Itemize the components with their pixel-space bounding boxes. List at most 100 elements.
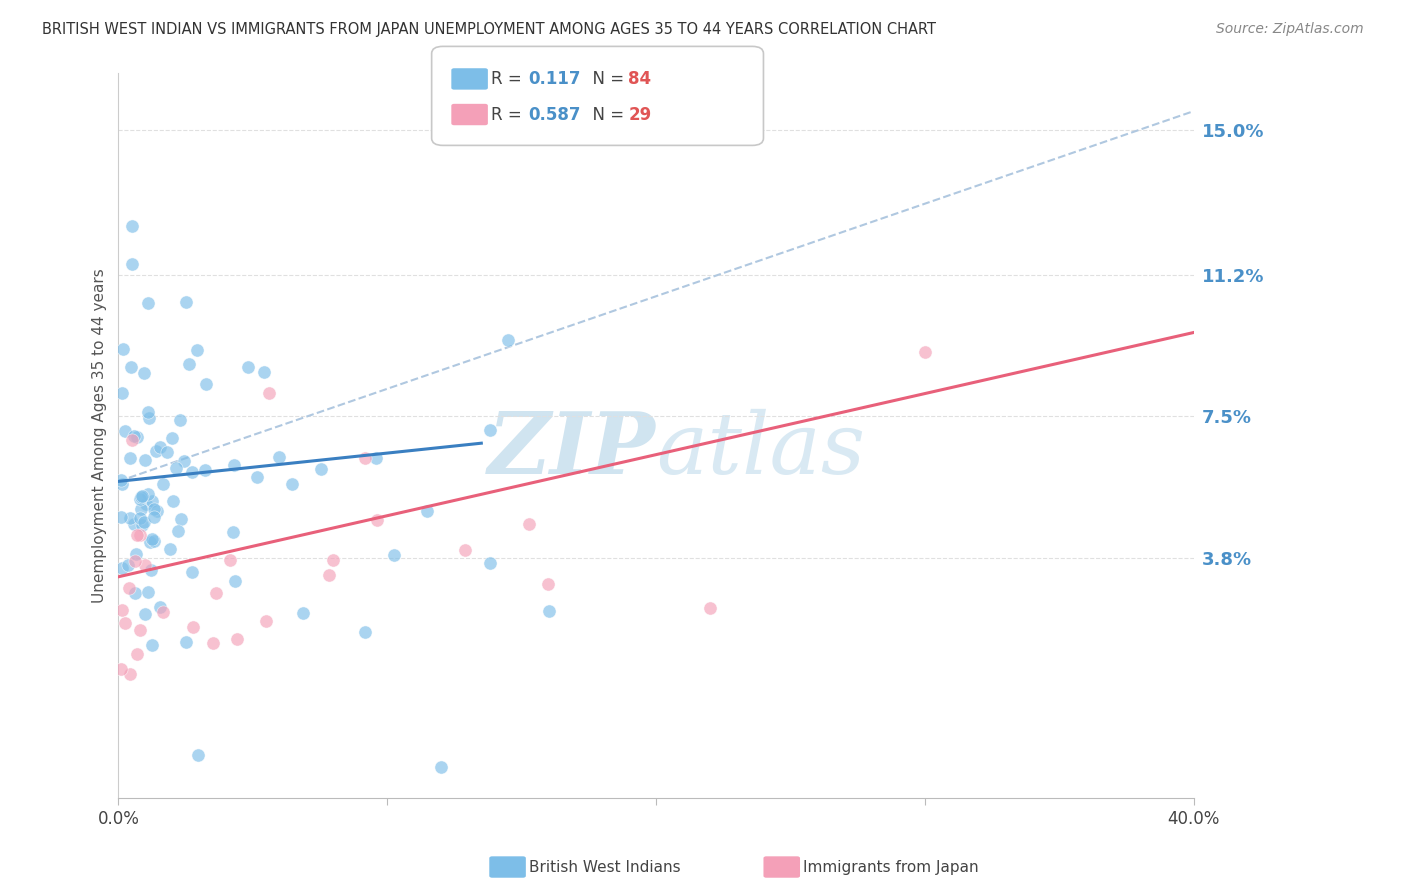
Point (145, 443, 167, 458)
Point (124, 547, 146, 561)
Text: 0.117: 0.117 (529, 70, 581, 88)
Point (134, 558, 156, 572)
Point (353, 451, 375, 466)
Point (224, 458, 246, 472)
Point (267, 450, 290, 464)
Point (129, 502, 152, 516)
Point (382, 548, 405, 562)
Point (131, 518, 153, 533)
Point (128, 492, 150, 507)
Point (127, 647, 149, 661)
Point (353, 624, 375, 639)
Point (318, 568, 340, 582)
Point (121, 433, 143, 447)
Point (111, 603, 134, 617)
Point (152, 476, 174, 491)
Text: N =: N = (582, 70, 630, 88)
Point (110, 509, 132, 524)
Point (122, 429, 145, 443)
Point (118, 581, 141, 595)
Point (169, 512, 191, 526)
Point (134, 515, 156, 529)
Point (129, 491, 152, 505)
Point (138, 410, 160, 425)
Point (160, 431, 183, 445)
Point (129, 624, 152, 638)
Point (134, 366, 156, 380)
Point (125, 528, 148, 542)
Point (311, 461, 333, 475)
Point (162, 494, 184, 508)
Point (252, 365, 274, 379)
Point (141, 532, 163, 546)
Point (517, 516, 540, 531)
Point (174, 295, 197, 310)
Point (179, 357, 201, 371)
Point (254, 614, 277, 628)
Point (538, 604, 561, 618)
Point (152, 605, 174, 619)
Text: R =: R = (491, 105, 527, 123)
Point (699, 601, 721, 615)
Point (136, 296, 159, 310)
Point (122, 516, 145, 531)
Point (111, 560, 134, 574)
Point (204, 585, 226, 599)
Text: Immigrants from Japan: Immigrants from Japan (803, 860, 979, 874)
Point (236, 359, 259, 374)
Point (222, 525, 245, 540)
Point (121, 219, 143, 233)
Point (537, 577, 560, 591)
Point (364, 450, 387, 465)
Point (143, 502, 166, 516)
Point (226, 632, 249, 646)
Point (430, 760, 453, 774)
Point (148, 440, 170, 454)
Text: 29: 29 (628, 105, 652, 123)
Point (134, 453, 156, 467)
Point (195, 376, 218, 391)
Point (156, 445, 179, 459)
Point (139, 563, 162, 577)
Point (180, 565, 202, 579)
Point (201, 636, 224, 650)
Point (110, 473, 132, 487)
Text: Source: ZipAtlas.com: Source: ZipAtlas.com (1216, 22, 1364, 37)
Point (117, 558, 139, 573)
Text: British West Indians: British West Indians (529, 860, 681, 874)
Point (141, 639, 163, 653)
Point (134, 607, 156, 621)
Point (118, 511, 141, 525)
Point (131, 489, 153, 503)
Text: ZIP: ZIP (488, 409, 657, 491)
Point (136, 585, 159, 599)
Point (120, 667, 142, 681)
Point (167, 524, 190, 539)
Point (322, 552, 344, 566)
Point (112, 342, 135, 356)
Point (143, 533, 166, 548)
Point (416, 504, 439, 518)
Point (146, 503, 169, 517)
Point (224, 574, 246, 588)
Point (135, 497, 157, 511)
Point (111, 477, 134, 491)
Point (479, 423, 502, 437)
Point (136, 487, 159, 501)
Point (129, 511, 152, 525)
Text: R =: R = (491, 70, 527, 88)
Point (139, 535, 162, 549)
Point (124, 586, 146, 600)
Point (118, 450, 141, 465)
Point (219, 553, 242, 567)
Point (496, 333, 519, 347)
Point (165, 460, 187, 475)
Point (143, 510, 166, 524)
Text: N =: N = (582, 105, 630, 123)
Text: 0.587: 0.587 (529, 105, 581, 123)
Point (114, 424, 136, 438)
Point (246, 470, 269, 484)
Point (914, 344, 936, 359)
Point (180, 465, 202, 479)
Point (149, 600, 172, 615)
